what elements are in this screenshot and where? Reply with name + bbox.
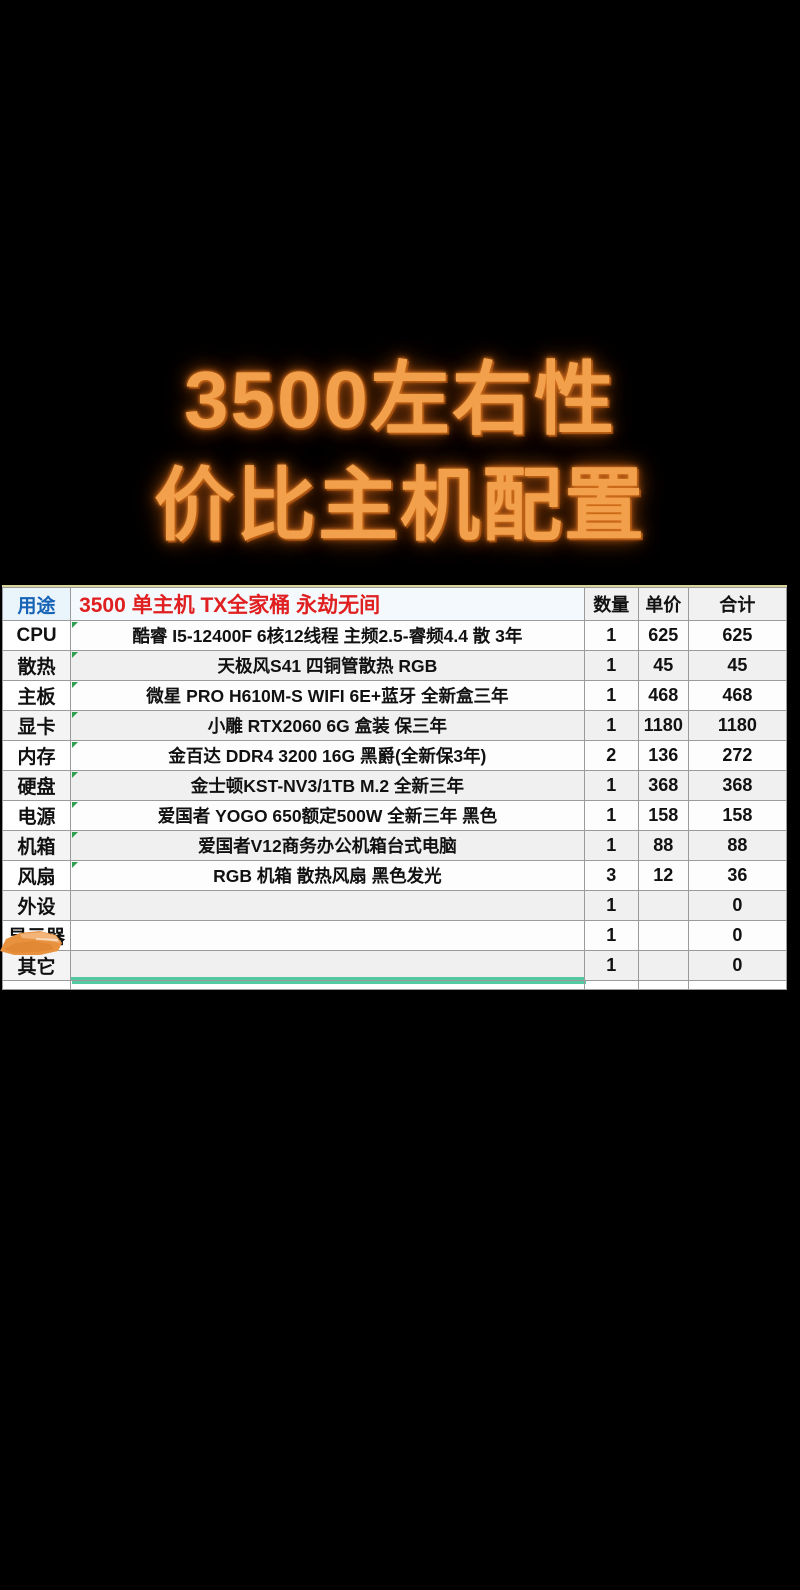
comment-marker-icon	[72, 832, 79, 838]
cell-description[interactable]: 金百达 DDR4 3200 16G 黑爵(全新保3年)	[70, 740, 585, 771]
cell-description[interactable]: 金士顿KST-NV3/1TB M.2 全新三年	[70, 770, 585, 801]
cell-use[interactable]: 电源	[1, 800, 72, 831]
cell-unit-price[interactable]: 158	[637, 800, 689, 831]
table-row[interactable]: 电源 爱国者 YOGO 650额定500W 全新三年 黑色 1 158 158	[1, 800, 788, 831]
header-cell-use[interactable]: 用途	[1, 587, 72, 621]
cell-use[interactable]: 硬盘	[1, 770, 72, 801]
title-line-1: 3500左右性	[184, 355, 616, 444]
cell-quantity[interactable]: 2	[583, 740, 639, 771]
cell-unit-price[interactable]: 88	[637, 830, 689, 861]
cell-description[interactable]: 爱国者 YOGO 650额定500W 全新三年 黑色	[70, 800, 585, 831]
cell-use[interactable]: 其它	[1, 950, 72, 981]
cell-use[interactable]: 机箱	[1, 830, 72, 861]
table-row[interactable]: 显示器 1 0	[1, 920, 788, 951]
cell-total[interactable]: 0	[687, 950, 788, 981]
table-row[interactable]: 其它 1 0	[1, 950, 788, 981]
spec-table[interactable]: 用途 3500 单主机 TX全家桶 永劫无间 数量 单价 合计 CPU 酷睿 I5…	[1, 587, 788, 981]
cell-quantity[interactable]: 1	[583, 950, 639, 981]
cell-unit-price[interactable]: 45	[637, 650, 689, 681]
cell-unit-price[interactable]: 12	[637, 860, 689, 891]
table-row[interactable]: 显卡 小雕 RTX2060 6G 盒装 保三年 1 1180 1180	[1, 710, 788, 741]
cell-quantity[interactable]: 1	[583, 680, 639, 711]
title-block: 3500左右性 价比主机配置	[0, 352, 800, 554]
cell-use[interactable]: CPU	[1, 620, 72, 651]
cell-quantity[interactable]: 1	[583, 800, 639, 831]
cell-quantity[interactable]: 1	[583, 890, 639, 921]
cell-quantity[interactable]: 1	[583, 710, 639, 741]
table-row[interactable]: 机箱 爱国者V12商务办公机箱台式电脑 1 88 88	[1, 830, 788, 861]
cell-unit-price[interactable]	[637, 920, 689, 951]
cell-quantity[interactable]: 1	[583, 650, 639, 681]
cell-description[interactable]	[70, 950, 585, 981]
comment-marker-icon	[72, 862, 79, 868]
cell-total[interactable]: 625	[687, 620, 788, 651]
cell-total[interactable]: 368	[687, 770, 788, 801]
cell-total[interactable]: 0	[687, 920, 788, 951]
cell-quantity[interactable]: 1	[583, 770, 639, 801]
table-row[interactable]: 散热 天极风S41 四铜管散热 RGB 1 45 45	[1, 650, 788, 681]
cell-unit-price[interactable]: 136	[637, 740, 689, 771]
cell-unit-price[interactable]	[637, 950, 689, 981]
cell-use[interactable]: 内存	[1, 740, 72, 771]
cell-unit-price[interactable]: 1180	[637, 710, 689, 741]
comment-marker-icon	[72, 652, 79, 658]
cell-unit-price[interactable]: 625	[637, 620, 689, 651]
cell-description[interactable]: RGB 机箱 散热风扇 黑色发光	[70, 860, 585, 891]
cell-description[interactable]	[70, 890, 585, 921]
cell-quantity[interactable]: 3	[583, 860, 639, 891]
cell-use[interactable]: 主板	[1, 680, 72, 711]
cell-quantity[interactable]: 1	[583, 830, 639, 861]
selection-bottom-edge	[72, 981, 586, 984]
cell-unit-price[interactable]: 468	[637, 680, 689, 711]
cell-description[interactable]: 小雕 RTX2060 6G 盒装 保三年	[70, 710, 585, 741]
cell-total[interactable]: 158	[687, 800, 788, 831]
table-body: 用途 3500 单主机 TX全家桶 永劫无间 数量 单价 合计 CPU 酷睿 I5…	[1, 587, 788, 981]
table-header-row: 用途 3500 单主机 TX全家桶 永劫无间 数量 单价 合计	[1, 587, 788, 621]
table-row[interactable]: 内存 金百达 DDR4 3200 16G 黑爵(全新保3年) 2 136 272	[1, 740, 788, 771]
comment-marker-icon	[72, 742, 79, 748]
cell-description[interactable]	[70, 920, 585, 951]
comment-marker-icon	[72, 682, 79, 688]
cell-quantity[interactable]: 1	[583, 920, 639, 951]
table-row[interactable]: 主板 微星 PRO H610M-S WIFI 6E+蓝牙 全新盒三年 1 468 468	[1, 680, 788, 711]
comment-marker-icon	[72, 622, 79, 628]
title-line-2: 价比主机配置	[154, 461, 646, 550]
comment-marker-icon	[72, 772, 79, 778]
sheet-tail-row	[2, 981, 787, 990]
header-cell-price[interactable]: 单价	[637, 587, 689, 621]
cell-unit-price[interactable]: 368	[637, 770, 689, 801]
header-cell-desc[interactable]: 3500 单主机 TX全家桶 永劫无间	[70, 587, 585, 621]
cell-total[interactable]: 36	[687, 860, 788, 891]
cell-description[interactable]: 酷睿 I5-12400F 6核12线程 主频2.5-睿频4.4 散 3年	[70, 620, 585, 651]
table-row[interactable]: 外设 1 0	[1, 890, 788, 921]
cell-total[interactable]: 88	[687, 830, 788, 861]
header-cell-qty[interactable]: 数量	[583, 587, 639, 621]
header-cell-total[interactable]: 合计	[687, 587, 788, 621]
table-row[interactable]: 风扇 RGB 机箱 散热风扇 黑色发光 3 12 36	[1, 860, 788, 891]
cell-total[interactable]: 468	[687, 680, 788, 711]
cell-use[interactable]: 外设	[1, 890, 72, 921]
cell-use[interactable]: 显卡	[1, 710, 72, 741]
cell-total[interactable]: 0	[687, 890, 788, 921]
cell-description[interactable]: 微星 PRO H610M-S WIFI 6E+蓝牙 全新盒三年	[70, 680, 585, 711]
cell-total[interactable]: 45	[687, 650, 788, 681]
cell-total[interactable]: 1180	[687, 710, 788, 741]
spec-spreadsheet[interactable]: 用途 3500 单主机 TX全家桶 永劫无间 数量 单价 合计 CPU 酷睿 I5…	[1, 585, 788, 990]
table-row[interactable]: CPU 酷睿 I5-12400F 6核12线程 主频2.5-睿频4.4 散 3年 1…	[1, 620, 788, 651]
comment-marker-icon	[72, 802, 79, 808]
cell-use[interactable]: 显示器	[1, 920, 72, 951]
cell-total[interactable]: 272	[687, 740, 788, 771]
cell-description[interactable]: 天极风S41 四铜管散热 RGB	[70, 650, 585, 681]
cell-use[interactable]: 风扇	[1, 860, 72, 891]
cell-quantity[interactable]: 1	[583, 620, 639, 651]
cell-description[interactable]: 爱国者V12商务办公机箱台式电脑	[70, 830, 585, 861]
cell-use[interactable]: 散热	[1, 650, 72, 681]
cell-unit-price[interactable]	[637, 890, 689, 921]
comment-marker-icon	[72, 712, 79, 718]
table-row[interactable]: 硬盘 金士顿KST-NV3/1TB M.2 全新三年 1 368 368	[1, 770, 788, 801]
